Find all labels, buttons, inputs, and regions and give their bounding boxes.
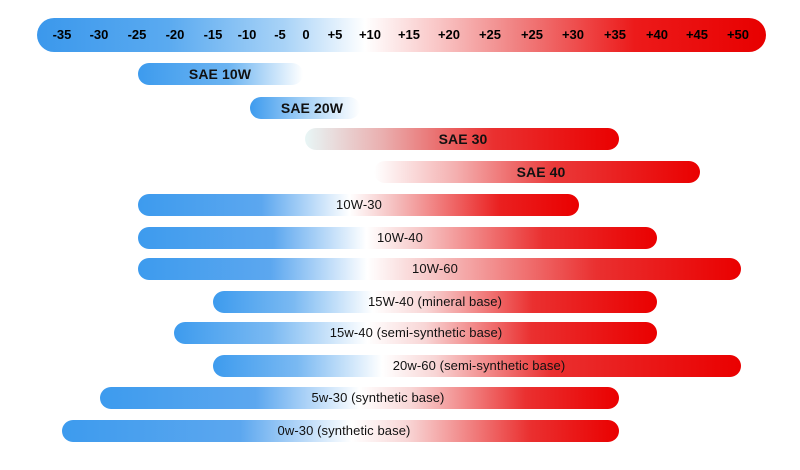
temperature-tick: +25 <box>520 27 544 42</box>
oil-grade-label: SAE 40 <box>516 164 566 180</box>
oil-grade-label: SAE 10W <box>188 66 252 82</box>
oil-grade-label: 0w-30 (synthetic base) <box>277 423 411 438</box>
oil-grade-label: 5w-30 (synthetic base) <box>311 390 445 405</box>
oil-grade-label: 15W-40 (mineral base) <box>367 294 503 309</box>
oil-grade-bar <box>138 63 303 85</box>
oil-grade-bar <box>62 420 619 442</box>
temperature-tick: +5 <box>327 27 343 42</box>
temperature-tick: +20 <box>437 27 461 42</box>
temperature-tick: -15 <box>203 27 223 42</box>
temperature-tick: +15 <box>397 27 421 42</box>
oil-grade-label: SAE 20W <box>280 100 344 116</box>
temperature-tick: -35 <box>52 27 72 42</box>
temperature-tick: -5 <box>274 27 286 42</box>
oil-grade-bar <box>250 97 360 119</box>
temperature-scale-bar: -35 -30 -25 -20 -15 -10 -5 0 +5 +10 +15 … <box>37 18 766 52</box>
oil-grade-label: 15w-40 (semi-synthetic base) <box>329 325 503 340</box>
temperature-tick: -30 <box>89 27 109 42</box>
oil-grade-bar <box>374 161 700 183</box>
temperature-tick: +45 <box>685 27 709 42</box>
oil-grade-bar <box>138 194 579 216</box>
oil-grade-bar <box>100 387 619 409</box>
temperature-tick: +50 <box>726 27 750 42</box>
temperature-tick: -20 <box>165 27 185 42</box>
temperature-tick: -10 <box>237 27 257 42</box>
oil-grade-label: SAE 30 <box>438 131 488 147</box>
oil-grade-label: 10W-40 <box>377 230 423 245</box>
temperature-tick: +35 <box>603 27 627 42</box>
oil-grade-bar <box>138 258 741 280</box>
oil-grade-bar <box>213 291 657 313</box>
oil-grade-label: 20w-60 (semi-synthetic base) <box>392 358 566 373</box>
temperature-tick: -25 <box>127 27 147 42</box>
temperature-tick: +25 <box>478 27 502 42</box>
temperature-tick: +40 <box>645 27 669 42</box>
oil-grade-bar <box>174 322 657 344</box>
oil-grade-label: 10W-60 <box>412 261 458 276</box>
temperature-tick: +10 <box>358 27 382 42</box>
oil-grade-bar <box>138 227 657 249</box>
temperature-tick: +30 <box>561 27 585 42</box>
oil-grade-label: 10W-30 <box>336 197 382 212</box>
oil-grade-bar <box>213 355 741 377</box>
temperature-tick: 0 <box>302 27 310 42</box>
oil-grade-bar <box>305 128 619 150</box>
